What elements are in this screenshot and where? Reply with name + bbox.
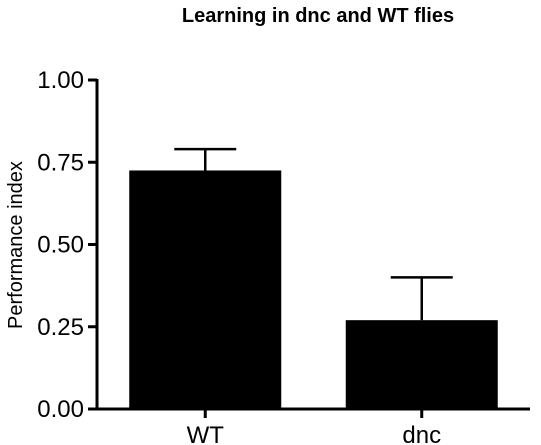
bars bbox=[129, 147, 498, 409]
bar-dnc bbox=[345, 320, 498, 409]
x-categories: WT dnc bbox=[187, 409, 441, 445]
chart-title: Learning in dnc and WT flies bbox=[182, 5, 454, 27]
y-tick-label: 0.50 bbox=[37, 232, 84, 259]
x-category-label: dnc bbox=[402, 422, 441, 445]
y-tick-label: 0.75 bbox=[37, 149, 84, 176]
y-tick-label: 0.25 bbox=[37, 314, 84, 341]
y-axis-label: Performance index bbox=[5, 161, 27, 329]
y-ticks: 0.00 0.25 0.50 0.75 1.00 bbox=[37, 67, 97, 423]
x-category-label: WT bbox=[187, 422, 225, 445]
y-tick-label: 1.00 bbox=[37, 67, 84, 94]
bar-wt bbox=[129, 170, 282, 409]
y-tick-label: 0.00 bbox=[37, 396, 84, 423]
